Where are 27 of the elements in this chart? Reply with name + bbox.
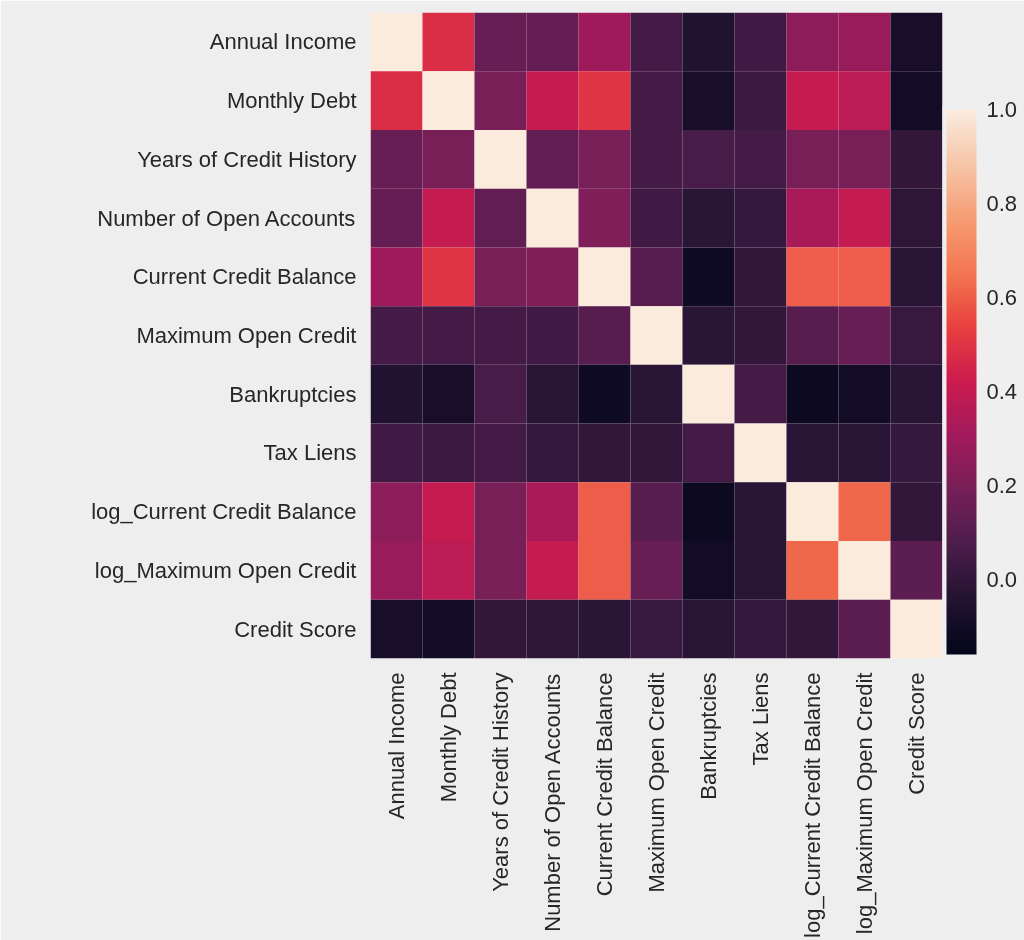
color-bar-label: 0.4	[986, 378, 1018, 404]
x-tick-label: log_Current Credit Balance	[800, 672, 825, 938]
y-tick-label: Maximum Open Credit	[136, 323, 357, 348]
color-bar-label: 0.0	[986, 566, 1018, 592]
color-bar-label: 0.6	[986, 284, 1018, 310]
y-tick-label: log_Current Credit Balance	[91, 499, 357, 525]
y-tick-label: Bankruptcies	[229, 381, 357, 407]
x-tick-label: Number of Open Accounts	[540, 673, 565, 932]
x-tick-label: Tax Liens	[748, 672, 773, 766]
color-bar-label: 1.0	[986, 97, 1018, 122]
x-tick-label: Years of Credit History	[488, 672, 513, 892]
y-tick-label: Years of Credit History	[137, 146, 357, 172]
x-tick-label: Current Credit Balance	[592, 672, 617, 897]
y-tick-label: Number of Open Accounts	[97, 205, 356, 231]
y-tick-label: Current Credit Balance	[132, 264, 357, 290]
x-tick-label: Monthly Debt	[436, 672, 461, 803]
color-bar-label: 0.2	[986, 472, 1018, 498]
y-tick-label: Monthly Debt	[226, 88, 357, 114]
y-tick-label: Credit Score	[234, 616, 357, 642]
y-tick-label: log_Maximum Open Credit	[94, 557, 357, 583]
y-tick-label: Tax Liens	[263, 440, 357, 466]
x-tick-label: Maximum Open Credit	[644, 672, 669, 893]
x-tick-label: Bankruptcies	[696, 672, 721, 800]
color-bar-label: 0.8	[986, 190, 1018, 216]
y-tick-label: Annual Income	[209, 29, 357, 55]
x-tick-label: Credit Score	[904, 672, 929, 795]
x-tick-label: log_Maximum Open Credit	[852, 672, 877, 935]
